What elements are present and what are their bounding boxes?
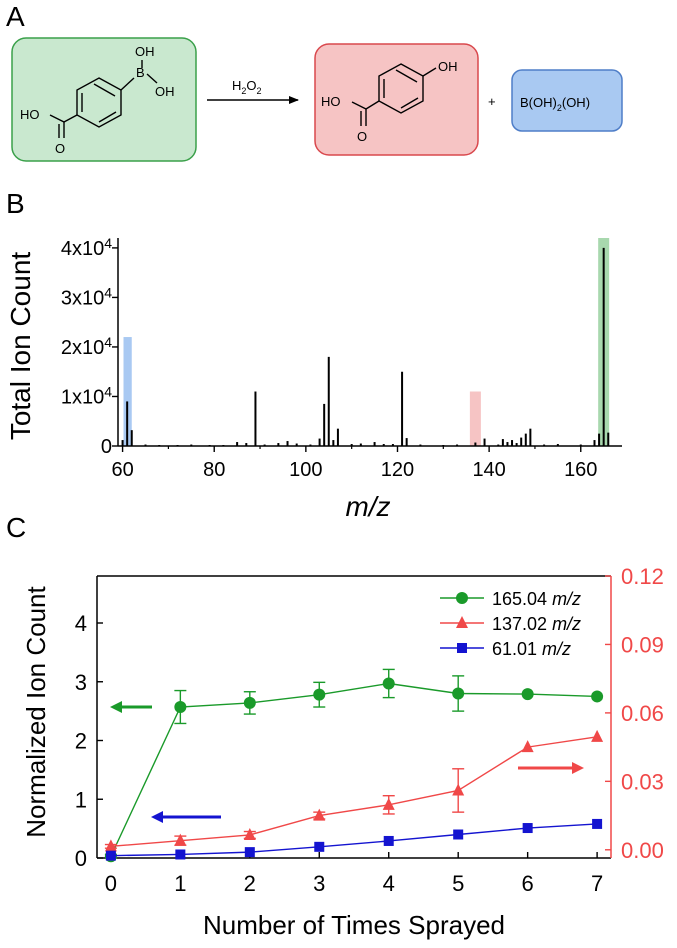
panel-label-c: C xyxy=(6,512,26,543)
data-point xyxy=(382,677,395,690)
data-point xyxy=(591,690,604,703)
x-tick-label: 140 xyxy=(472,459,505,481)
legend-label: 137.02 m/z xyxy=(492,614,581,634)
blue-left-arrow-head xyxy=(151,811,163,823)
panel-label-a: A xyxy=(6,1,25,32)
x-tick-label: 0 xyxy=(105,871,117,896)
x-tick-label: 120 xyxy=(381,459,414,481)
data-point xyxy=(383,835,394,846)
data-point xyxy=(175,849,186,860)
y-tick-label: 4 xyxy=(75,611,87,636)
y-axis-label: Normalized Ion Count xyxy=(21,586,51,838)
reactant-acid-label: HO xyxy=(20,107,40,122)
data-point xyxy=(174,833,187,846)
data-point xyxy=(105,850,116,861)
data-point xyxy=(244,847,255,858)
reactant-carbonyl-o: O xyxy=(55,141,65,156)
product-box xyxy=(314,43,479,156)
y2-tick-label: 0.03 xyxy=(621,769,664,794)
data-point xyxy=(452,783,465,796)
data-point xyxy=(522,823,533,834)
reactant-oh-top: OH xyxy=(135,44,155,59)
x-tick-label: 1 xyxy=(174,871,186,896)
y-axis-label: Total Ion Count xyxy=(5,252,36,441)
ion-count-chart: 0 1 2 3 4 5 6 7 0 1 2 3 4 0.00 0.03 0.06 0.09 0.12 165.04 … xyxy=(21,564,664,940)
data-point xyxy=(456,592,468,604)
mass-spectrum-chart: 60 80 100 120 140 160 0 1x104 2x104 3x104 4x104 m/z… xyxy=(5,235,622,522)
y-tick-label: 4x104 xyxy=(61,235,112,260)
x-tick-label: 60 xyxy=(111,459,133,481)
product-phenol-label: OH xyxy=(438,59,458,74)
data-point xyxy=(456,616,468,628)
data-point xyxy=(382,797,395,810)
highlight-band xyxy=(469,391,481,446)
x-tick-label: 100 xyxy=(289,459,322,481)
series-line xyxy=(110,736,598,848)
y-tick-label: 3x104 xyxy=(61,284,112,309)
y-tick-label: 1x104 xyxy=(61,383,112,408)
data-point xyxy=(314,841,325,852)
green-left-arrow-head xyxy=(110,701,122,713)
product-acid-label: HO xyxy=(321,94,341,109)
data-point xyxy=(452,687,465,700)
data-point xyxy=(457,643,467,653)
x-tick-label: 2 xyxy=(244,871,256,896)
x-tick-label: 7 xyxy=(591,871,603,896)
byproduct-box xyxy=(511,69,623,132)
y2-tick-label: 0.00 xyxy=(621,838,664,863)
reactant-oh-right: OH xyxy=(155,84,175,99)
series-line xyxy=(110,682,598,857)
reactant-boron-label: B xyxy=(136,65,145,80)
data-point xyxy=(313,688,326,701)
x-tick-label: 4 xyxy=(383,871,395,896)
data-point xyxy=(453,829,464,840)
data-point xyxy=(521,688,534,701)
data-point xyxy=(313,808,326,821)
y-tick-label: 3 xyxy=(75,670,87,695)
reactant-box xyxy=(11,37,197,162)
data-point xyxy=(521,740,534,753)
data-point xyxy=(174,701,187,714)
reagent-label: H2O2 xyxy=(232,78,262,96)
data-point xyxy=(591,729,604,742)
y2-tick-label: 0.09 xyxy=(621,632,664,657)
x-tick-label: 6 xyxy=(522,871,534,896)
y-tick-label: 0 xyxy=(75,846,87,871)
legend-label: 165.04 m/z xyxy=(492,589,581,609)
highlight-band xyxy=(123,337,132,446)
x-axis-label: Number of Times Sprayed xyxy=(203,910,505,940)
y-tick-label: 2x104 xyxy=(61,334,112,359)
panel-label-b: B xyxy=(6,188,25,219)
plus-sign: + xyxy=(488,94,496,109)
y2-tick-label: 0.12 xyxy=(621,564,664,589)
red-right-arrow-head xyxy=(572,762,584,774)
series-line xyxy=(110,823,598,857)
x-tick-label: 160 xyxy=(564,459,597,481)
y-tick-label: 0 xyxy=(101,436,112,458)
byproduct-label: B(OH)2(OH) xyxy=(520,95,590,113)
x-tick-label: 5 xyxy=(452,871,464,896)
data-point xyxy=(592,818,603,829)
product-carbonyl-o: O xyxy=(357,129,367,144)
reactant-structure xyxy=(49,60,158,138)
x-tick-label: 80 xyxy=(203,459,225,481)
y2-tick-label: 0.06 xyxy=(621,701,664,726)
x-axis-label: m/z xyxy=(345,491,390,522)
data-point xyxy=(104,839,117,852)
product-structure xyxy=(351,63,437,126)
y-tick-label: 2 xyxy=(75,729,87,754)
legend-label: 61.01 m/z xyxy=(492,639,571,659)
y-tick-label: 1 xyxy=(75,787,87,812)
data-point xyxy=(243,827,256,840)
data-point xyxy=(243,696,256,709)
x-tick-label: 3 xyxy=(313,871,325,896)
